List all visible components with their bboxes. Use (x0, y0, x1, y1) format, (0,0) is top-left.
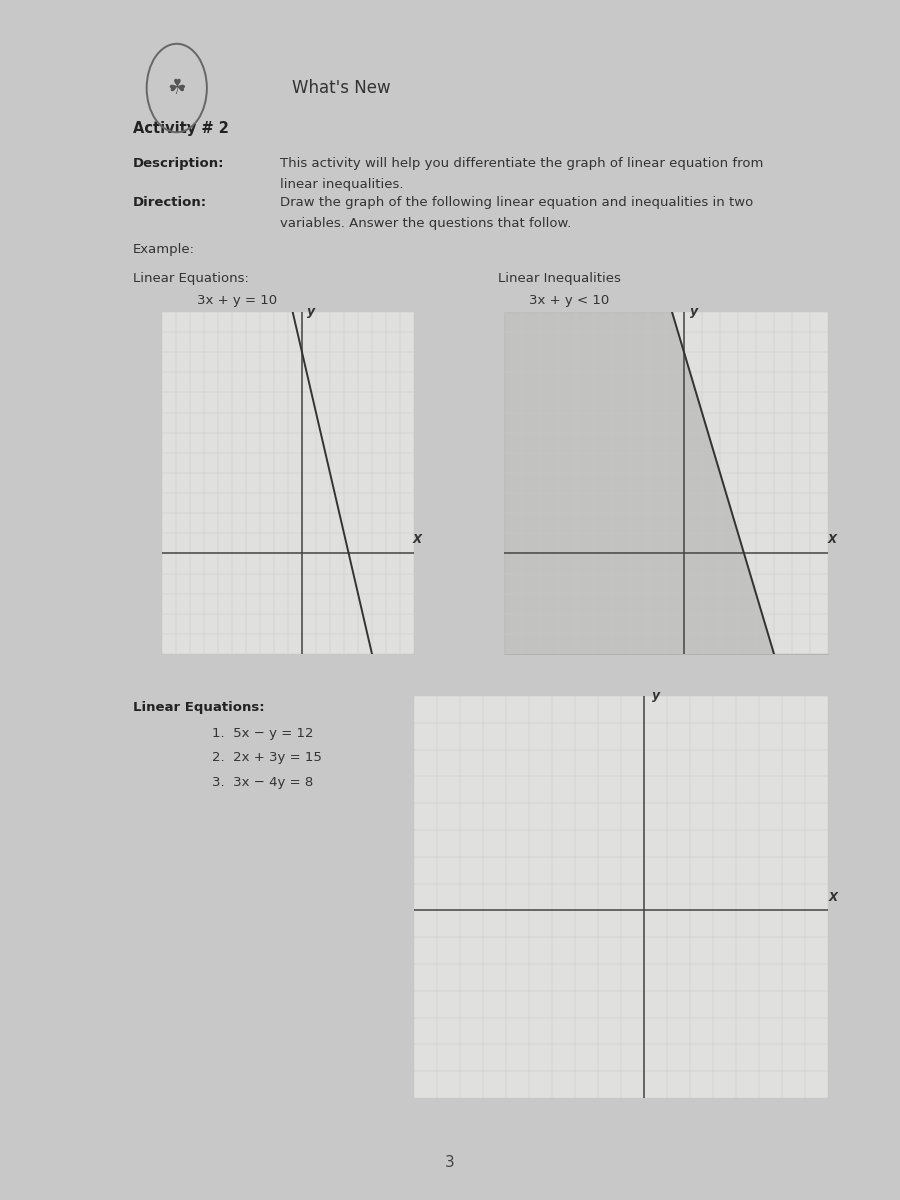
Text: This activity will help you differentiate the graph of linear equation from: This activity will help you differentiat… (280, 157, 763, 169)
Text: Linear Equations:: Linear Equations: (133, 272, 249, 284)
Text: X: X (827, 533, 836, 546)
Text: 2.  2x + 3y = 15: 2. 2x + 3y = 15 (212, 751, 322, 764)
Text: What's New: What's New (292, 79, 391, 97)
Text: Direction:: Direction: (133, 197, 207, 209)
Text: 1.  5x − y = 12: 1. 5x − y = 12 (212, 727, 314, 740)
Text: Description:: Description: (133, 157, 225, 169)
Text: y: y (652, 690, 661, 702)
Text: y: y (307, 306, 315, 318)
Text: 3x + y < 10: 3x + y < 10 (529, 294, 609, 307)
Text: Draw the graph of the following linear equation and inequalities in two: Draw the graph of the following linear e… (280, 197, 753, 209)
Text: X: X (412, 533, 421, 546)
Text: 3x + y = 10: 3x + y = 10 (196, 294, 276, 307)
Text: linear inequalities.: linear inequalities. (280, 178, 403, 191)
Text: y: y (690, 306, 698, 318)
Text: variables. Answer the questions that follow.: variables. Answer the questions that fol… (280, 217, 571, 230)
Text: ☘: ☘ (167, 78, 186, 98)
Text: 3: 3 (446, 1154, 454, 1170)
Text: Linear Equations:: Linear Equations: (133, 702, 265, 714)
Text: 3.  3x − 4y = 8: 3. 3x − 4y = 8 (212, 776, 313, 788)
Text: Activity # 2: Activity # 2 (133, 121, 230, 137)
Text: Example:: Example: (133, 242, 195, 256)
Text: Linear Inequalities: Linear Inequalities (498, 272, 620, 284)
Text: X: X (828, 892, 837, 904)
